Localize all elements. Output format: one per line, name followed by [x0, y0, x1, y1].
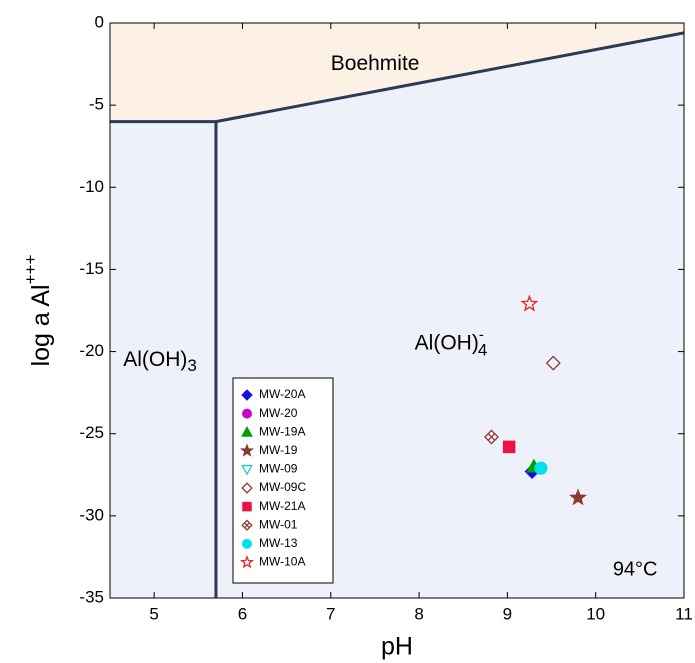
y-tick-label: -25 [79, 423, 104, 442]
legend-marker [239, 555, 255, 569]
legend-marker [242, 501, 252, 512]
legend-marker [241, 482, 253, 494]
region-label: Boehmite [331, 52, 420, 75]
x-tick-label: 8 [414, 604, 423, 623]
y-tick-label: -10 [79, 177, 104, 196]
legend-label: MW-19A [259, 424, 305, 438]
legend-label: MW-01 [259, 517, 298, 531]
y-axis-label: log a Al+++ [21, 255, 54, 367]
annotation: 94°C [613, 558, 658, 580]
data-point [534, 461, 548, 475]
x-tick-label: 9 [503, 604, 512, 623]
x-axis-label: pH [381, 633, 413, 661]
region-label-sub: 3 [187, 356, 196, 375]
legend-marker [239, 443, 255, 457]
y-axis-label-sup: +++ [21, 255, 40, 285]
legend-label: MW-20 [259, 406, 298, 420]
region-label-sub: 4 [478, 341, 487, 360]
data-point [483, 429, 500, 445]
y-tick-label: -30 [79, 505, 104, 524]
region-label-text: Boehmite [331, 52, 420, 75]
legend-label: MW-09 [259, 462, 298, 476]
legend-marker [242, 538, 252, 549]
region-label: Al(OH)3 [123, 347, 197, 375]
data-point [569, 488, 588, 506]
legend-marker [241, 426, 253, 437]
legend-marker [241, 519, 253, 531]
legend-label: MW-19 [259, 443, 298, 457]
data-point [545, 355, 561, 371]
x-tick-label: 11 [675, 604, 693, 623]
data-point [502, 440, 516, 454]
region-label-text: Al(OH) [123, 347, 187, 370]
region-label-text: Al(OH) [415, 331, 479, 354]
legend-label: MW-09C [259, 480, 306, 494]
y-tick-label: -5 [89, 95, 104, 114]
y-axis-label-text: log a Al [27, 284, 55, 366]
legend-label: MW-21A [259, 499, 305, 513]
legend-label: MW-10A [259, 555, 305, 569]
legend-label: MW-13 [259, 536, 298, 550]
region-fill [110, 23, 684, 122]
data-point [520, 294, 539, 312]
x-tick-label: 6 [238, 604, 247, 623]
y-tick-label: -35 [79, 587, 104, 606]
region-label-sup: - [479, 326, 484, 343]
x-tick-label: 5 [149, 604, 158, 623]
y-tick-label: -20 [79, 341, 104, 360]
x-tick-label: 7 [326, 604, 335, 623]
legend-marker [241, 389, 253, 401]
legend-marker [242, 408, 252, 419]
x-tick-label: 10 [586, 604, 605, 623]
plot-frame [109, 22, 685, 599]
y-tick-label: -15 [79, 259, 104, 278]
region-label: Al(OH)-4 [415, 326, 488, 360]
y-tick-label: 0 [95, 12, 104, 31]
legend-marker [241, 464, 253, 476]
legend-label: MW-20A [259, 387, 305, 401]
